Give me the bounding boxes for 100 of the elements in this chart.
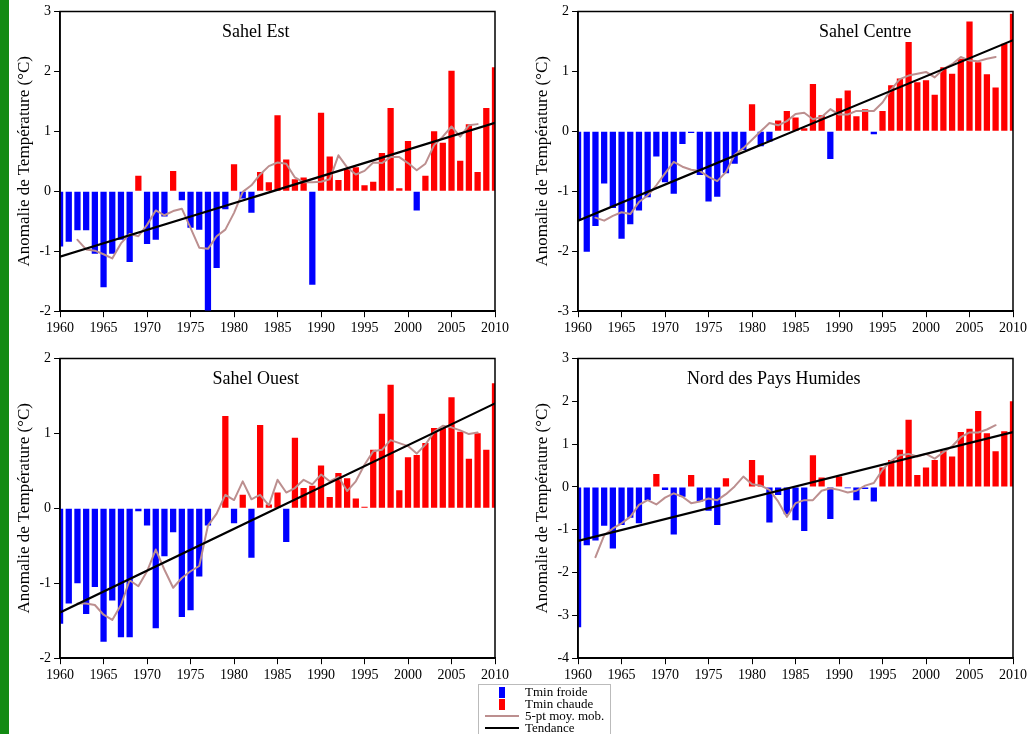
bar [117, 191, 125, 240]
bar [940, 67, 947, 131]
bar [465, 458, 473, 508]
bar [91, 191, 98, 254]
bar [178, 508, 185, 617]
x-tick-label: 1960 [564, 320, 593, 336]
bar [196, 191, 203, 230]
bar [83, 508, 90, 614]
bar [618, 131, 625, 239]
bar [100, 508, 107, 642]
y-axis-title: Anomalie de Température (°C) [531, 402, 551, 614]
bar [370, 181, 377, 191]
y-tick-label: 2 [44, 63, 52, 79]
y-tick-label: -1 [557, 182, 570, 198]
bar [396, 490, 403, 508]
x-tick-label: 1975 [176, 320, 205, 336]
bar [592, 487, 599, 541]
bar [109, 508, 116, 601]
y-tick-label: -2 [557, 564, 570, 580]
bar [413, 455, 420, 508]
bar [117, 508, 125, 638]
x-tick-label: 1975 [694, 320, 723, 336]
y-tick-label: 1 [562, 435, 570, 451]
bar [143, 508, 151, 526]
bar [722, 478, 730, 487]
bar [827, 131, 834, 159]
x-tick-label: 1980 [220, 320, 249, 336]
x-tick-label: 2010 [999, 320, 1027, 336]
x-tick-label: 1995 [350, 320, 379, 336]
bar [601, 131, 608, 184]
bar [361, 185, 368, 191]
bar [448, 397, 455, 508]
x-tick-label: 1985 [781, 320, 810, 336]
bar [222, 416, 229, 508]
bar [653, 131, 660, 157]
y-tick-label: 2 [562, 3, 570, 19]
x-tick-label: 2000 [912, 667, 941, 683]
y-tick-label: -2 [557, 242, 570, 258]
y-tick-label: -1 [39, 242, 52, 258]
bar [601, 487, 608, 526]
bar [661, 487, 669, 490]
bar [439, 142, 446, 191]
bar [83, 191, 90, 231]
bar [396, 188, 403, 191]
x-tick-label: 1985 [781, 667, 810, 683]
y-tick-label: 3 [44, 3, 52, 19]
x-tick-label: 2005 [437, 320, 466, 336]
text: Sahel Ouest [212, 368, 300, 389]
y-tick-label: -1 [557, 521, 570, 537]
bar [679, 131, 686, 144]
bar [627, 487, 634, 518]
bar [422, 175, 429, 191]
x-tick-label: 1970 [133, 667, 162, 683]
bar [187, 508, 194, 611]
bar [100, 191, 107, 288]
bar [74, 508, 81, 584]
x-tick-label: 1960 [564, 667, 593, 683]
x-tick-label: 2010 [481, 320, 509, 336]
bar [618, 487, 625, 525]
x-tick-label: 1960 [46, 667, 75, 683]
bar [335, 179, 342, 191]
x-tick-label: 2005 [437, 667, 466, 683]
x-tick-label: 1995 [868, 667, 897, 683]
x-tick-label: 2000 [394, 320, 423, 336]
bar [230, 508, 238, 524]
bar [827, 487, 834, 520]
bar [870, 487, 877, 502]
x-tick-label: 1970 [133, 320, 162, 336]
x-tick-label: 1985 [263, 667, 292, 683]
bar [975, 411, 982, 487]
y-tick-label: 2 [44, 350, 52, 366]
legend-label: 5-pt moy. mob. [525, 708, 605, 723]
bar [457, 160, 464, 191]
x-tick-label: 1975 [176, 667, 205, 683]
bar [940, 451, 947, 487]
bar [922, 467, 930, 487]
bar [705, 131, 712, 202]
bar [413, 191, 420, 211]
bar [801, 487, 808, 531]
y-axis-title: Anomalie de Température (°C) [13, 402, 33, 614]
bar [265, 182, 272, 191]
y-tick-label: 1 [44, 122, 52, 138]
bar [274, 115, 281, 191]
bar [274, 492, 281, 508]
bar [931, 94, 938, 131]
bar [430, 428, 438, 508]
x-tick-label: 1985 [263, 320, 292, 336]
bar [239, 494, 246, 508]
x-tick-label: 1975 [694, 667, 723, 683]
bar [644, 487, 651, 501]
bar [966, 428, 973, 487]
y-tick-label: 0 [44, 182, 52, 198]
bar [992, 87, 999, 131]
x-tick-label: 1965 [89, 667, 118, 683]
bar [688, 474, 695, 487]
bar [126, 508, 133, 638]
x-tick-label: 1965 [607, 667, 636, 683]
bar [627, 131, 634, 225]
legend-label: Tmin chaude [525, 696, 594, 711]
bar [170, 508, 177, 533]
